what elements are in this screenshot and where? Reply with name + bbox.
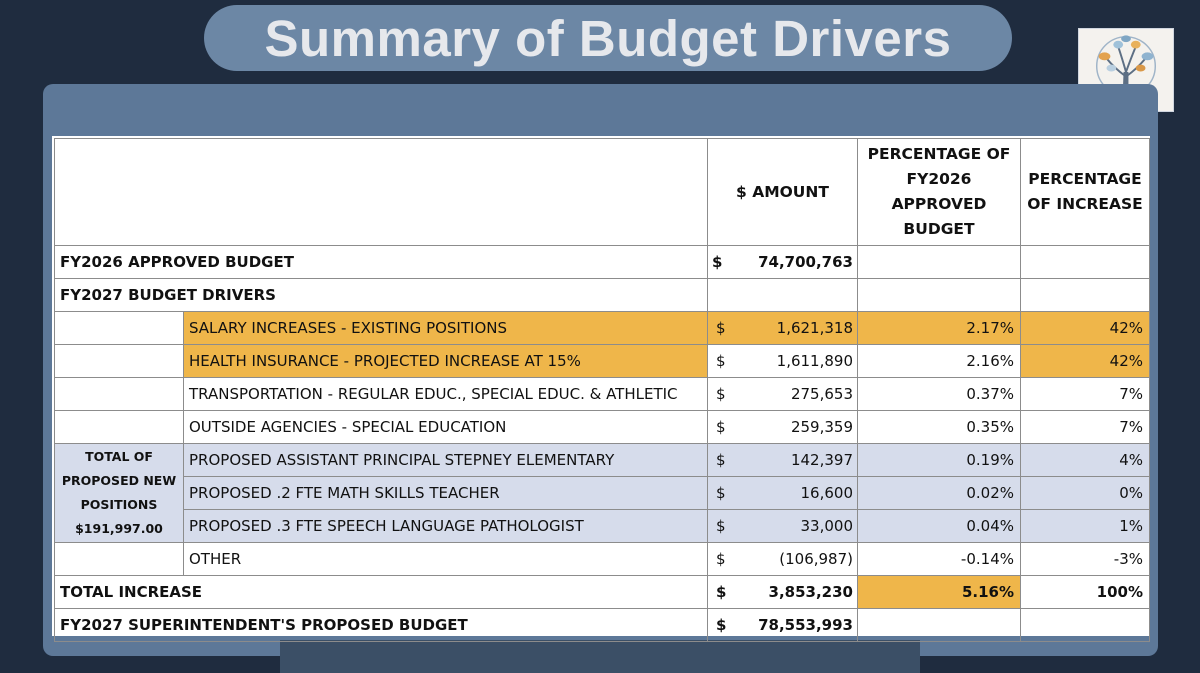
empty-cell xyxy=(857,278,1021,312)
currency-symbol: $ xyxy=(712,253,723,271)
currency-symbol: $ xyxy=(716,484,726,502)
amount-value: 74,700,763 xyxy=(758,253,853,271)
row-amount: $259,359 xyxy=(707,410,858,444)
row-pct-increase: 42% xyxy=(1020,311,1150,345)
amount-value: 275,653 xyxy=(790,385,853,403)
empty-cell xyxy=(707,278,858,312)
currency-symbol: $ xyxy=(716,352,726,370)
row-pct-budget: 2.17% xyxy=(857,311,1021,345)
amount-value: 259,359 xyxy=(790,418,853,436)
table-row: OTHER $ (106,987) -0.14% -3% xyxy=(54,542,1150,576)
drivers-label-row: FY2027 BUDGET DRIVERS xyxy=(54,278,1150,312)
amount-value: 1,621,318 xyxy=(776,319,853,337)
table-row: PROPOSED .3 FTE SPEECH LANGUAGE PATHOLOG… xyxy=(55,509,1150,543)
row-pct-budget: -0.14% xyxy=(857,542,1021,576)
header-pct-increase: PERCENTAGE OF INCREASE xyxy=(1020,138,1150,246)
row-pct-increase: 0% xyxy=(1020,476,1150,510)
row-label: PROPOSED .2 FTE MATH SKILLS TEACHER xyxy=(183,476,708,510)
currency-symbol: $ xyxy=(716,451,726,469)
header-blank-cell xyxy=(54,138,708,246)
empty-cell xyxy=(1020,278,1150,312)
row-amount: $275,653 xyxy=(707,377,858,411)
currency-symbol: $ xyxy=(716,319,726,337)
empty-cell xyxy=(54,377,184,411)
row-label: SALARY INCREASES - EXISTING POSITIONS xyxy=(183,311,708,345)
amount-value: (106,987) xyxy=(779,550,853,568)
row-label: HEALTH INSURANCE - PROJECTED INCREASE AT… xyxy=(183,344,708,378)
page-title: Summary of Budget Drivers xyxy=(264,9,952,67)
row-pct-increase: 7% xyxy=(1020,377,1150,411)
approved-budget-label: FY2026 APPROVED BUDGET xyxy=(54,245,708,279)
amount-value: 33,000 xyxy=(800,517,854,535)
empty-cell xyxy=(54,344,184,378)
approved-budget-amount: $74,700,763 xyxy=(707,245,858,279)
currency-symbol: $ xyxy=(716,517,726,535)
row-pct-budget: 0.04% xyxy=(857,509,1021,543)
currency-symbol: $ xyxy=(716,385,726,403)
amount-value: 1,611,890 xyxy=(776,352,853,370)
amount-value: 16,600 xyxy=(800,484,854,502)
table-row: TRANSPORTATION - REGULAR EDUC., SPECIAL … xyxy=(54,377,1150,411)
row-amount: $33,000 xyxy=(707,509,858,543)
approved-budget-row: FY2026 APPROVED BUDGET $74,700,763 xyxy=(54,245,1150,279)
title-banner: Summary of Budget Drivers xyxy=(204,5,1012,71)
amount-value: 3,853,230 xyxy=(768,583,853,601)
row-pct-increase: -3% xyxy=(1020,542,1150,576)
table-row: SALARY INCREASES - EXISTING POSITIONS $1… xyxy=(54,311,1150,345)
row-pct-budget: 2.16% xyxy=(857,344,1021,378)
empty-cell xyxy=(1020,608,1150,642)
total-increase-amount: $3,853,230 xyxy=(707,575,858,609)
new-positions-group-label: TOTAL OF PROPOSED NEW POSITIONS $191,997… xyxy=(54,443,184,543)
empty-cell xyxy=(54,542,184,576)
row-amount: $142,397 xyxy=(707,443,858,477)
table-row: PROPOSED .2 FTE MATH SKILLS TEACHER $16,… xyxy=(55,476,1150,510)
amount-value: 78,553,993 xyxy=(758,616,853,634)
total-pct-increase: 100% xyxy=(1020,575,1150,609)
row-amount: $ (106,987) xyxy=(707,542,858,576)
amount-value: 142,397 xyxy=(790,451,853,469)
row-pct-increase: 1% xyxy=(1020,509,1150,543)
currency-symbol: $ xyxy=(716,616,727,634)
row-label: OTHER xyxy=(183,542,708,576)
row-amount: $16,600 xyxy=(707,476,858,510)
currency-symbol: $ xyxy=(716,550,726,568)
total-increase-row: TOTAL INCREASE $3,853,230 5.16% 100% xyxy=(54,575,1150,609)
drivers-label: FY2027 BUDGET DRIVERS xyxy=(54,278,708,312)
total-increase-label: TOTAL INCREASE xyxy=(54,575,708,609)
proposed-budget-label: FY2027 SUPERINTENDENT'S PROPOSED BUDGET xyxy=(54,608,708,642)
table-row: TOTAL OF PROPOSED NEW POSITIONS $191,997… xyxy=(54,443,1150,543)
proposed-budget-row: FY2027 SUPERINTENDENT'S PROPOSED BUDGET … xyxy=(54,608,1150,642)
table-row: HEALTH INSURANCE - PROJECTED INCREASE AT… xyxy=(54,344,1150,378)
row-pct-increase: 42% xyxy=(1020,344,1150,378)
header-pct-budget: PERCENTAGE OF FY2026 APPROVED BUDGET xyxy=(857,138,1021,246)
row-amount: $1,621,318 xyxy=(707,311,858,345)
row-amount: $1,611,890 xyxy=(707,344,858,378)
table-row: OUTSIDE AGENCIES - SPECIAL EDUCATION $25… xyxy=(54,410,1150,444)
row-label: PROPOSED .3 FTE SPEECH LANGUAGE PATHOLOG… xyxy=(183,509,708,543)
header-row: $ AMOUNT PERCENTAGE OF FY2026 APPROVED B… xyxy=(54,138,1150,246)
row-pct-budget: 0.19% xyxy=(857,443,1021,477)
row-label: TRANSPORTATION - REGULAR EDUC., SPECIAL … xyxy=(183,377,708,411)
empty-cell xyxy=(1020,245,1150,279)
header-amount: $ AMOUNT xyxy=(707,138,858,246)
currency-symbol: $ xyxy=(716,583,727,601)
empty-cell xyxy=(54,311,184,345)
row-pct-budget: 0.35% xyxy=(857,410,1021,444)
row-pct-increase: 4% xyxy=(1020,443,1150,477)
currency-symbol: $ xyxy=(716,418,726,436)
row-label: PROPOSED ASSISTANT PRINCIPAL STEPNEY ELE… xyxy=(183,443,708,477)
total-pct-budget: 5.16% xyxy=(857,575,1021,609)
row-label: OUTSIDE AGENCIES - SPECIAL EDUCATION xyxy=(183,410,708,444)
frame-bottom-tab xyxy=(280,640,920,673)
budget-drivers-table: $ AMOUNT PERCENTAGE OF FY2026 APPROVED B… xyxy=(54,138,1150,642)
row-pct-budget: 0.02% xyxy=(857,476,1021,510)
row-pct-increase: 7% xyxy=(1020,410,1150,444)
empty-cell xyxy=(54,410,184,444)
empty-cell xyxy=(857,245,1021,279)
proposed-budget-amount: $78,553,993 xyxy=(707,608,858,642)
row-pct-budget: 0.37% xyxy=(857,377,1021,411)
empty-cell xyxy=(857,608,1021,642)
